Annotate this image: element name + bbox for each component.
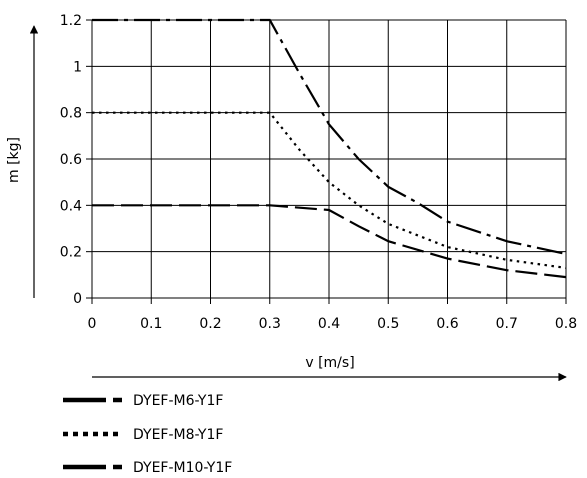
tick-labels: 0 0.1 0.2 0.3 0.4 0.5 0.6 0.7 0.8 0 0.2 0.4 0.6 0.8 1 1…	[60, 13, 577, 332]
x-tick-label: 0.5	[377, 316, 399, 332]
legend-item-m10: DYEF-M10-Y1F	[63, 460, 232, 476]
x-tick-label: 0.2	[199, 316, 221, 332]
y-tick-label: 0	[73, 291, 82, 307]
legend-item-m8: DYEF-M8-Y1F	[63, 427, 223, 443]
y-axis-label: m [kg]	[6, 137, 22, 183]
y-tick-label: 1	[73, 59, 82, 75]
legend: DYEF-M6-Y1F DYEF-M8-Y1F DYEF-M10-Y1F	[63, 393, 232, 476]
series-line-dyef-m6-y1f	[92, 18, 567, 256]
legend-label-m8: DYEF-M8-Y1F	[133, 427, 223, 443]
x-axis-label: v [m/s]	[305, 355, 354, 371]
y-tick-label: 0.6	[60, 152, 82, 168]
y-tick-label: 0.8	[60, 106, 82, 122]
x-tick-label: 0.1	[140, 316, 162, 332]
series-group	[92, 18, 567, 279]
x-tick-label: 0.8	[555, 316, 577, 332]
x-tick-label: 0.4	[318, 316, 340, 332]
x-tick-label: 0.7	[496, 316, 518, 332]
y-tick-label: 1.2	[60, 13, 82, 29]
x-tick-label: 0	[88, 316, 97, 332]
x-tick-label: 0.6	[436, 316, 458, 332]
legend-label-m6: DYEF-M6-Y1F	[133, 393, 223, 409]
y-tick-label: 0.4	[60, 198, 82, 214]
y-tick-label: 0.2	[60, 245, 82, 261]
series-line-dyef-m10-y1f	[92, 204, 567, 279]
legend-label-m10: DYEF-M10-Y1F	[133, 460, 232, 476]
legend-item-m6: DYEF-M6-Y1F	[63, 393, 223, 409]
x-tick-label: 0.3	[259, 316, 281, 332]
grid	[86, 19, 567, 304]
